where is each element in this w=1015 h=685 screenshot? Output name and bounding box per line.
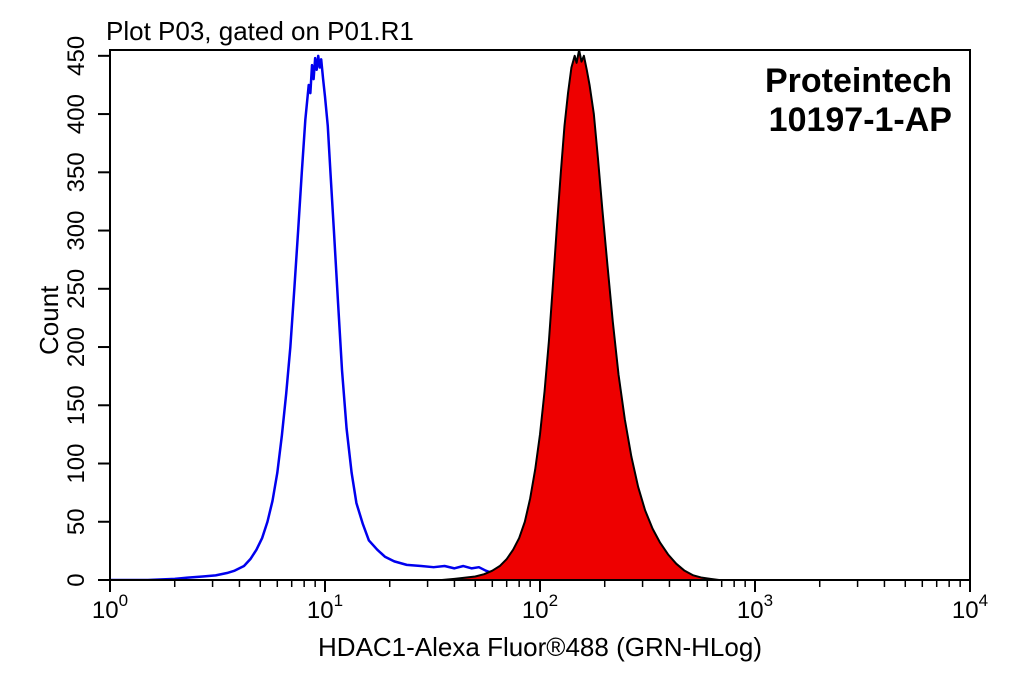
x-axis-label: HDAC1-Alexa Fluor®488 (GRN-HLog): [110, 632, 970, 663]
svg-text:250: 250: [63, 269, 90, 309]
svg-text:450: 450: [63, 36, 90, 76]
svg-text:50: 50: [63, 508, 90, 535]
annotation-line-2: 10197-1-AP: [765, 101, 952, 140]
annotation-line-1: Proteintech: [765, 62, 952, 101]
svg-text:100: 100: [92, 591, 128, 624]
svg-text:200: 200: [63, 327, 90, 367]
svg-text:350: 350: [63, 152, 90, 192]
flow-cytometry-histogram: 100 101 102 103 104 0 50 100 150 200 250 300 350 400 4…: [0, 0, 1015, 685]
svg-text:150: 150: [63, 385, 90, 425]
svg-text:100: 100: [63, 443, 90, 483]
annotation-box: Proteintech 10197-1-AP: [765, 62, 952, 140]
svg-text:103: 103: [737, 591, 773, 624]
svg-text:0: 0: [63, 573, 90, 586]
svg-text:104: 104: [952, 591, 988, 624]
svg-text:300: 300: [63, 211, 90, 251]
svg-text:102: 102: [522, 591, 558, 624]
svg-text:101: 101: [307, 591, 343, 624]
plot-title: Plot P03, gated on P01.R1: [106, 16, 414, 47]
y-axis-label: Count: [34, 286, 65, 355]
svg-text:400: 400: [63, 94, 90, 134]
